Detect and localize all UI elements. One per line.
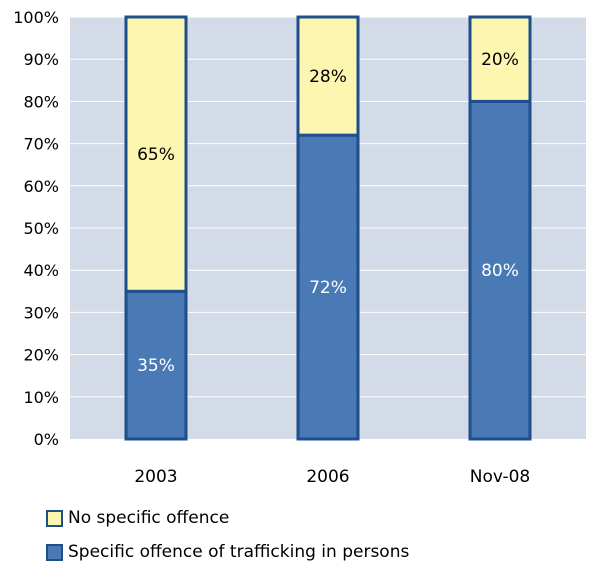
legend-swatch-no-specific-offence bbox=[46, 509, 63, 527]
legend-item-specific-offence: Specific offence of trafficking in perso… bbox=[46, 542, 409, 562]
y-tick-label: 60% bbox=[23, 177, 59, 196]
y-tick-label: 100% bbox=[13, 8, 59, 27]
y-tick-label: 30% bbox=[23, 303, 59, 322]
bar-segment bbox=[468, 99, 532, 441]
data-label: 20% bbox=[481, 50, 519, 70]
legend-swatch-specific-offence bbox=[46, 543, 63, 561]
bar-segment bbox=[468, 15, 532, 103]
x-tick-label: 2003 bbox=[134, 467, 177, 487]
bar-segment bbox=[296, 133, 360, 441]
data-label: 35% bbox=[137, 356, 175, 376]
y-tick-label: 80% bbox=[23, 92, 59, 111]
bar-segment bbox=[296, 15, 360, 137]
legend-item-no-specific-offence: No specific offence bbox=[46, 508, 229, 528]
data-label: 80% bbox=[481, 261, 519, 281]
y-tick-label: 20% bbox=[23, 346, 59, 365]
y-tick-label: 0% bbox=[34, 430, 59, 449]
legend-label-specific-offence: Specific offence of trafficking in perso… bbox=[68, 542, 410, 562]
legend-label-no-specific-offence: No specific offence bbox=[68, 508, 230, 528]
data-label: 65% bbox=[137, 145, 175, 165]
bar-segment bbox=[124, 15, 188, 293]
y-tick-label: 40% bbox=[23, 261, 59, 280]
y-tick-label: 70% bbox=[23, 135, 59, 154]
data-label: 72% bbox=[309, 278, 347, 298]
stacked-bar-chart: 0% 10% 20% 30% 40% 50% 60% 70% 80% 90% 100% 35% 65% 2… bbox=[13, 8, 586, 487]
x-tick-label: 2006 bbox=[306, 467, 349, 487]
y-tick-label: 90% bbox=[23, 50, 59, 69]
y-tick-label: 50% bbox=[23, 219, 59, 238]
bar-segment bbox=[124, 289, 188, 441]
x-tick-label: Nov-08 bbox=[470, 467, 531, 487]
y-tick-label: 10% bbox=[23, 388, 59, 407]
data-label: 28% bbox=[309, 67, 347, 87]
